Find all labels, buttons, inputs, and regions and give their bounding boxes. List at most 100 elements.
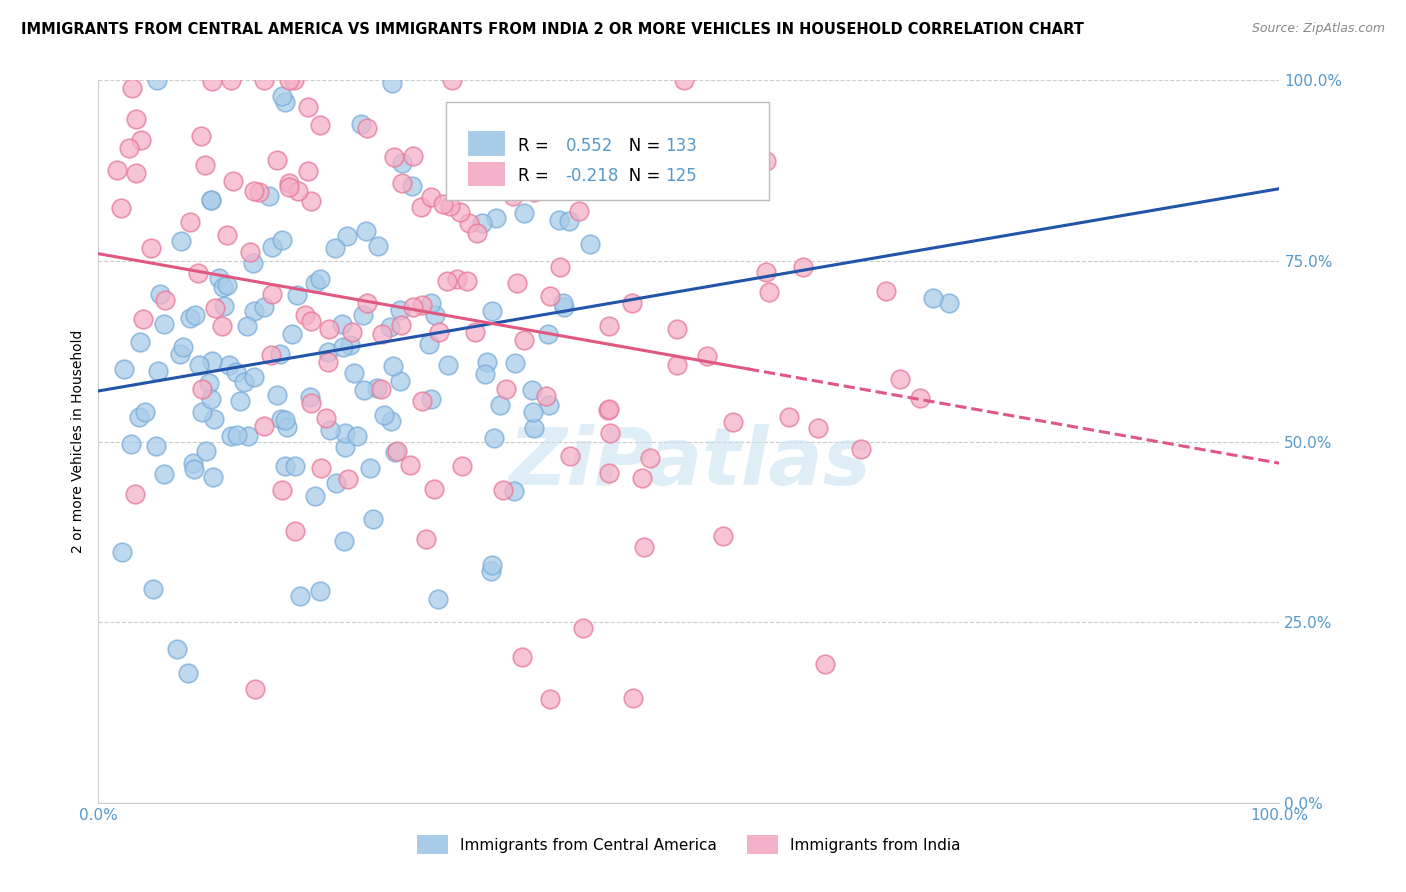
Point	[621, 690, 644, 705]
Point	[523, 185, 546, 199]
Y-axis label: 2 or more Vehicles in Household: 2 or more Vehicles in Household	[70, 330, 84, 553]
Point	[214, 299, 236, 313]
Point	[813, 657, 835, 672]
Text: ZiPatlas: ZiPatlas	[508, 425, 870, 502]
Point	[512, 650, 534, 665]
Point	[361, 511, 384, 525]
Point	[121, 80, 143, 95]
Point	[297, 100, 319, 114]
Point	[491, 483, 513, 498]
Point	[523, 421, 546, 435]
Point	[477, 355, 499, 369]
Point	[309, 461, 332, 475]
Point	[921, 291, 943, 305]
Point	[200, 194, 222, 208]
Point	[200, 193, 222, 207]
Point	[179, 215, 201, 229]
Point	[419, 392, 441, 407]
Point	[294, 308, 316, 322]
Text: R =: R =	[517, 168, 560, 186]
Point	[631, 471, 654, 485]
Point	[598, 319, 620, 334]
Point	[391, 156, 413, 170]
Point	[548, 212, 571, 227]
Point	[432, 197, 454, 211]
Point	[778, 409, 800, 424]
Point	[134, 405, 156, 419]
Point	[482, 431, 505, 445]
Point	[598, 466, 620, 480]
Point	[389, 374, 412, 388]
Point	[356, 121, 378, 136]
Point	[352, 308, 374, 322]
Text: 125: 125	[665, 168, 697, 186]
Point	[436, 274, 458, 288]
Point	[124, 487, 146, 501]
Point	[330, 317, 353, 331]
Point	[141, 241, 163, 255]
Point	[219, 73, 242, 87]
Point	[571, 621, 593, 635]
Point	[262, 287, 284, 301]
Point	[735, 174, 758, 188]
Point	[399, 458, 422, 472]
Point	[339, 338, 361, 352]
Point	[502, 484, 524, 499]
Point	[112, 361, 135, 376]
Point	[110, 201, 132, 215]
Point	[534, 389, 557, 403]
Point	[253, 301, 276, 315]
Point	[266, 388, 288, 402]
Point	[278, 180, 301, 194]
Point	[284, 458, 307, 473]
Point	[207, 271, 229, 285]
Text: 133: 133	[665, 137, 697, 155]
Point	[225, 366, 247, 380]
Point	[219, 428, 242, 442]
Point	[266, 153, 288, 167]
Point	[316, 354, 339, 368]
Point	[249, 185, 271, 199]
Point	[211, 280, 233, 294]
Point	[415, 532, 437, 546]
Point	[153, 293, 176, 307]
Point	[299, 314, 322, 328]
Point	[666, 322, 689, 336]
Point	[235, 319, 257, 334]
Point	[204, 301, 226, 316]
Point	[598, 402, 620, 417]
Point	[638, 451, 661, 466]
Point	[423, 482, 446, 496]
Point	[353, 383, 375, 397]
Point	[381, 359, 404, 374]
Point	[190, 129, 212, 144]
Point	[316, 345, 339, 359]
Point	[284, 524, 307, 538]
Point	[598, 402, 620, 417]
Point	[215, 278, 238, 293]
Point	[721, 415, 744, 429]
Point	[172, 341, 194, 355]
Point	[336, 472, 359, 486]
Point	[304, 489, 326, 503]
Point	[875, 284, 897, 298]
Point	[274, 413, 297, 427]
Point	[553, 300, 575, 314]
Point	[342, 325, 364, 339]
Point	[333, 425, 356, 440]
Point	[233, 375, 256, 389]
Text: 0.552: 0.552	[565, 137, 613, 155]
Text: -0.218: -0.218	[565, 168, 619, 186]
Point	[325, 476, 347, 491]
Point	[271, 483, 294, 497]
Point	[343, 366, 366, 380]
Point	[409, 200, 432, 214]
Point	[129, 334, 152, 349]
Point	[696, 350, 718, 364]
Point	[633, 540, 655, 554]
Point	[142, 582, 165, 596]
Point	[153, 467, 176, 482]
Legend: Immigrants from Central America, Immigrants from India: Immigrants from Central America, Immigra…	[411, 830, 967, 860]
Text: Source: ZipAtlas.com: Source: ZipAtlas.com	[1251, 22, 1385, 36]
Point	[301, 396, 323, 410]
